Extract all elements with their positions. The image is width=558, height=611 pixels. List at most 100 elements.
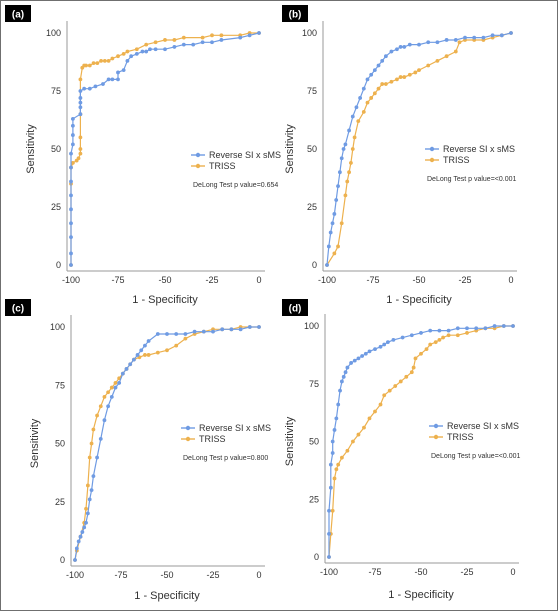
data-point-triss: [349, 161, 353, 165]
data-point-reverse: [437, 328, 442, 333]
data-point-triss: [413, 70, 418, 75]
panel-tag-label: (b): [289, 10, 302, 21]
data-point-reverse: [426, 40, 431, 45]
data-point-reverse: [360, 354, 365, 358]
data-point-reverse: [347, 128, 351, 133]
data-point-reverse: [69, 179, 73, 184]
data-point-reverse: [472, 35, 477, 40]
data-point-triss: [110, 56, 115, 61]
data-point-triss: [219, 33, 224, 38]
data-point-reverse: [89, 488, 94, 492]
y-tick-label: 50: [55, 439, 65, 449]
legend-entry: TRISS: [447, 432, 474, 442]
legend-swatch-marker: [429, 157, 435, 163]
data-point-reverse: [85, 511, 90, 516]
data-point-reverse: [352, 358, 357, 363]
data-point-triss: [332, 476, 337, 481]
data-point-reverse: [463, 35, 467, 40]
legend-entry: Reverse SI x sMS: [447, 421, 519, 431]
data-point-reverse: [95, 455, 99, 460]
data-point-reverse: [257, 325, 261, 329]
data-point-reverse: [332, 428, 337, 432]
legend-entry: Reverse SI x sMS: [199, 423, 271, 433]
data-point-triss: [106, 390, 111, 395]
data-point-triss: [395, 77, 399, 82]
data-point-reverse: [91, 474, 96, 479]
series-line-reverse: [70, 32, 260, 265]
data-point-reverse: [191, 42, 196, 47]
data-point-reverse: [328, 230, 333, 235]
chart-panel-1: 0 25 50 75 100 -100 -75 -50 -25 0 1 - Specificity S…: [5, 5, 281, 306]
data-point-reverse: [78, 112, 83, 117]
data-point-reverse: [499, 33, 504, 38]
data-point-reverse: [73, 558, 77, 562]
data-point-reverse: [143, 343, 147, 348]
data-point-reverse: [325, 263, 329, 267]
data-point-triss: [350, 147, 355, 151]
data-point-triss: [433, 340, 438, 345]
panel-tag-bg: [5, 5, 31, 22]
data-point-triss: [76, 156, 81, 161]
delong-p-value: DeLong Test p value=0.654: [193, 182, 278, 189]
data-point-reverse: [417, 42, 421, 47]
data-point-reverse: [76, 539, 81, 544]
y-tick-label: 50: [309, 437, 319, 447]
data-point-reverse: [121, 68, 126, 73]
data-point-reverse: [116, 77, 120, 82]
data-point-reverse: [334, 416, 339, 421]
data-point-triss: [98, 404, 103, 409]
data-point-triss: [343, 193, 348, 198]
data-point-reverse: [84, 520, 88, 525]
data-point-triss: [339, 455, 344, 460]
x-tick-label: -100: [320, 567, 338, 577]
data-point-reverse: [210, 40, 214, 45]
x-tick-label: -75: [366, 275, 379, 285]
data-point-triss: [356, 119, 361, 124]
data-point-reverse: [82, 86, 87, 91]
data-point-reverse: [369, 72, 374, 77]
data-point-triss: [336, 244, 340, 249]
legend-entry: Reverse SI x sMS: [209, 150, 281, 160]
data-point-triss: [84, 63, 88, 68]
data-point-triss: [210, 33, 214, 38]
x-tick-label: -25: [205, 275, 218, 285]
data-point-triss: [382, 393, 387, 398]
data-point-triss: [367, 416, 372, 421]
data-point-triss: [417, 68, 421, 73]
data-point-reverse: [400, 335, 405, 340]
series-line-triss: [74, 326, 259, 561]
data-point-reverse: [78, 100, 83, 105]
y-tick-label: 25: [51, 202, 61, 212]
data-point-reverse: [247, 325, 252, 329]
data-point-reverse: [446, 328, 451, 333]
data-point-reverse: [492, 324, 497, 328]
data-point-triss: [387, 388, 392, 393]
data-point-reverse: [128, 362, 133, 367]
data-point-reverse: [106, 404, 111, 409]
data-point-reverse: [474, 326, 479, 331]
data-point-triss: [437, 337, 442, 342]
data-point-reverse: [101, 82, 105, 86]
data-point-reverse: [69, 151, 73, 156]
data-point-reverse: [330, 221, 335, 226]
data-point-reverse: [238, 327, 243, 332]
data-point-reverse: [455, 326, 460, 331]
legend-swatch-marker: [433, 423, 439, 429]
data-point-reverse: [129, 54, 134, 59]
data-point-reverse: [444, 38, 449, 42]
data-point-triss: [393, 384, 398, 388]
data-point-reverse: [135, 353, 140, 357]
delong-p-value: DeLong Test p value=<0.001: [427, 176, 516, 183]
data-point-triss: [444, 54, 449, 59]
legend-swatch-marker: [429, 146, 435, 152]
data-point-reverse: [378, 344, 383, 349]
data-point-reverse: [336, 184, 340, 189]
data-point-reverse: [490, 33, 495, 38]
panel-tag-label: (a): [12, 10, 24, 21]
data-point-triss: [183, 336, 188, 341]
data-point-reverse: [120, 371, 125, 376]
data-point-reverse: [69, 263, 73, 267]
data-point-reverse: [328, 485, 333, 490]
data-point-reverse: [465, 326, 469, 331]
data-point-triss: [163, 38, 167, 42]
